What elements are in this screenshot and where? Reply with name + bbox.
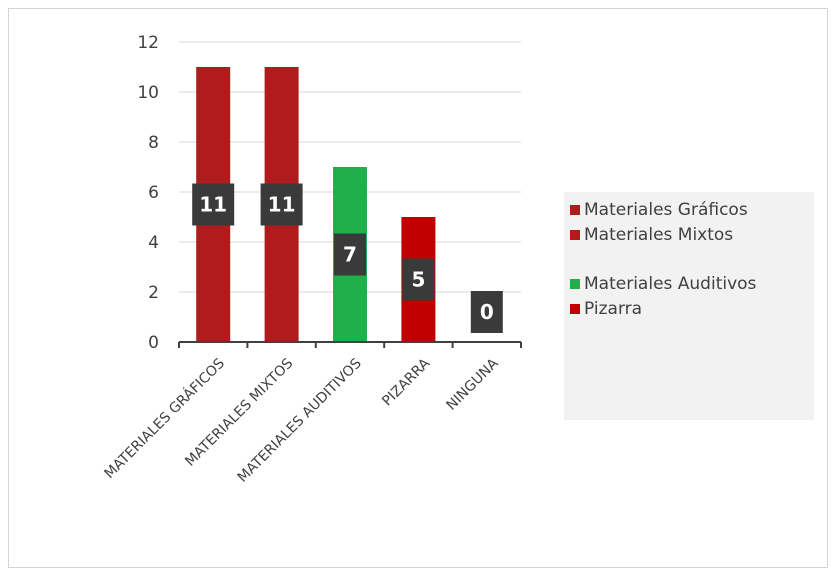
- y-tick-label: 2: [148, 283, 159, 303]
- legend-swatch: [570, 205, 580, 215]
- data-label-text: 11: [268, 193, 296, 217]
- data-label: 5: [402, 258, 435, 301]
- data-labels: 11 11 7 5 0: [192, 183, 503, 333]
- data-label-text: 11: [199, 193, 227, 217]
- legend-item-materiales-mixtos: Materiales Mixtos: [570, 223, 806, 248]
- legend-swatch: [570, 304, 580, 314]
- y-tick-label: 6: [148, 183, 159, 203]
- data-label-box: [334, 233, 366, 276]
- legend-label: Materiales Gráficos: [584, 200, 748, 220]
- data-label-text: 7: [343, 243, 357, 267]
- y-tick-label: 0: [148, 333, 159, 353]
- data-label-text: 5: [411, 268, 425, 292]
- legend-gap: [570, 248, 806, 272]
- legend-label: Materiales Auditivos: [584, 274, 757, 294]
- y-tick-label: 8: [148, 133, 159, 153]
- data-label: 0: [470, 291, 503, 333]
- x-tick-label: MATERIALES AUDITIVOS: [235, 355, 365, 485]
- data-label: 11: [192, 183, 235, 226]
- data-label: 7: [334, 233, 366, 276]
- data-label: 11: [260, 183, 303, 226]
- legend-swatch: [570, 230, 580, 240]
- x-tick-label: PIZARRA: [379, 355, 433, 409]
- x-tick-label: MATERIALES GRÁFICOS: [101, 355, 228, 482]
- chart-frame: 0 2 4 6 8 10 12 MATERIALES GRÁFICOS MATERIALES M…: [8, 8, 828, 568]
- legend-label: Materiales Mixtos: [584, 225, 734, 245]
- legend-swatch: [570, 279, 580, 289]
- legend-label: Pizarra: [584, 299, 643, 319]
- data-label-text: 0: [480, 300, 494, 324]
- data-label-box: [192, 183, 235, 226]
- data-label-box: [260, 183, 303, 226]
- y-tick-label: 4: [148, 233, 159, 253]
- data-label-box: [470, 291, 503, 333]
- legend-item-materiales-auditivos: Materiales Auditivos: [570, 272, 806, 297]
- y-tick-label: 12: [137, 33, 159, 53]
- legend-item-materiales-graficos: Materiales Gráficos: [570, 198, 806, 223]
- y-tick-label: 10: [137, 83, 159, 103]
- data-label-box: [402, 258, 435, 301]
- legend-item-pizarra: Pizarra: [570, 297, 806, 322]
- legend: Materiales Gráficos Materiales Mixtos Ma…: [564, 192, 814, 420]
- x-tick-label: NINGUNA: [443, 355, 501, 413]
